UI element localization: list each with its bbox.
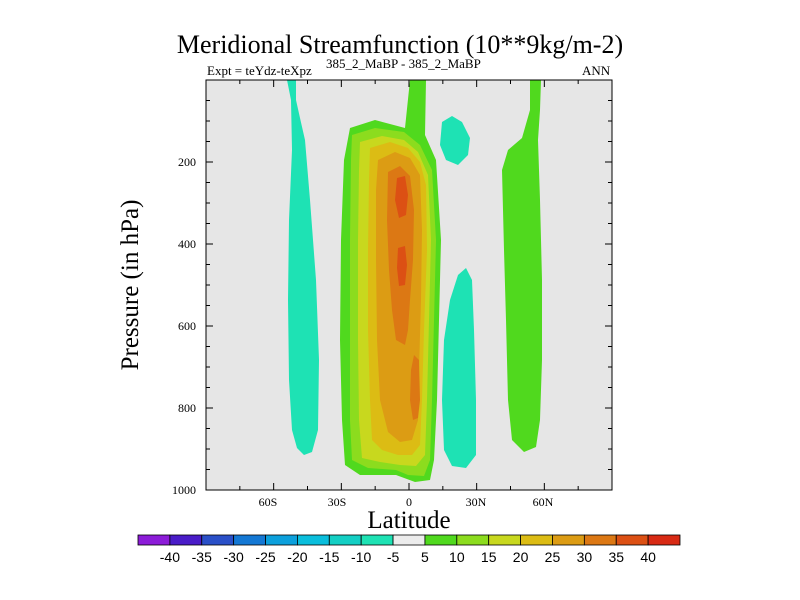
experiment-label: Expt = teYdz-teXpz (207, 63, 312, 78)
contour-tropical-35-mid (397, 246, 407, 286)
colorbar-label: -20 (287, 549, 307, 565)
contour-north-upper-negative (440, 116, 470, 165)
case-label: 385_2_MaBP - 385_2_MaBP (326, 56, 481, 71)
colorbar-box (201, 534, 235, 546)
colorbar-box (615, 534, 649, 546)
y-tick-label: 600 (178, 319, 196, 333)
contour-tropical-30-lower (410, 355, 420, 420)
colorbar: -40 -35 -30 -25 -20 -15 -10 -5 5 10 15 20 25 30 35 40 (137, 534, 681, 565)
colorbar-label: -5 (387, 549, 400, 565)
colorbar-box (265, 534, 298, 546)
x-axis-title: Latitude (367, 507, 450, 534)
colorbar-box (552, 534, 585, 546)
tick-marks (206, 80, 612, 491)
colorbar-box (297, 534, 330, 546)
colorbar-label: 5 (421, 549, 429, 565)
y-tick-label: 1000 (172, 483, 196, 497)
y-axis-title: Pressure (in hPa) (117, 200, 144, 371)
x-tick-label: 0 (406, 495, 412, 509)
y-tick-label: 200 (178, 155, 196, 169)
colorbar-label: -15 (319, 549, 339, 565)
colorbar-label: 40 (640, 549, 656, 565)
chart-title: Meridional Streamfunction (10**9kg/m-2) (176, 30, 624, 59)
colorbar-box (328, 534, 362, 546)
contour-north-positive (502, 80, 542, 452)
colorbar-label: 25 (545, 549, 561, 565)
colorbar-box (647, 534, 681, 546)
colorbar-label: -25 (255, 549, 275, 565)
colorbar-box (360, 534, 394, 546)
colorbar-label: 15 (481, 549, 497, 565)
contour-tropical-35-upper (395, 176, 408, 218)
colorbar-label: 30 (577, 549, 593, 565)
y-tick-label: 800 (178, 401, 196, 415)
colorbar-label: -10 (351, 549, 371, 565)
x-tick-label: 60N (533, 495, 554, 509)
colorbar-box (488, 534, 521, 546)
colorbar-box (456, 534, 490, 546)
colorbar-box (583, 534, 617, 546)
colorbar-label: 10 (449, 549, 465, 565)
contour-north-negative (442, 268, 476, 468)
colorbar-box (424, 534, 458, 546)
colorbar-box (392, 534, 426, 546)
colorbar-label: -30 (224, 549, 244, 565)
colorbar-box (233, 534, 266, 546)
x-tick-label: 60S (259, 495, 278, 509)
y-tick-label: 400 (178, 237, 196, 251)
colorbar-label: -40 (160, 549, 180, 565)
colorbar-label: 35 (608, 549, 624, 565)
x-tick-label: 30N (466, 495, 487, 509)
colorbar-label: 20 (513, 549, 529, 565)
season-label: ANN (582, 63, 611, 78)
contour-south-negative (287, 80, 319, 455)
colorbar-box (169, 534, 203, 546)
colorbar-label: -35 (192, 549, 212, 565)
colorbar-box (520, 534, 553, 546)
colorbar-box (137, 534, 171, 546)
x-tick-label: 30S (328, 495, 347, 509)
